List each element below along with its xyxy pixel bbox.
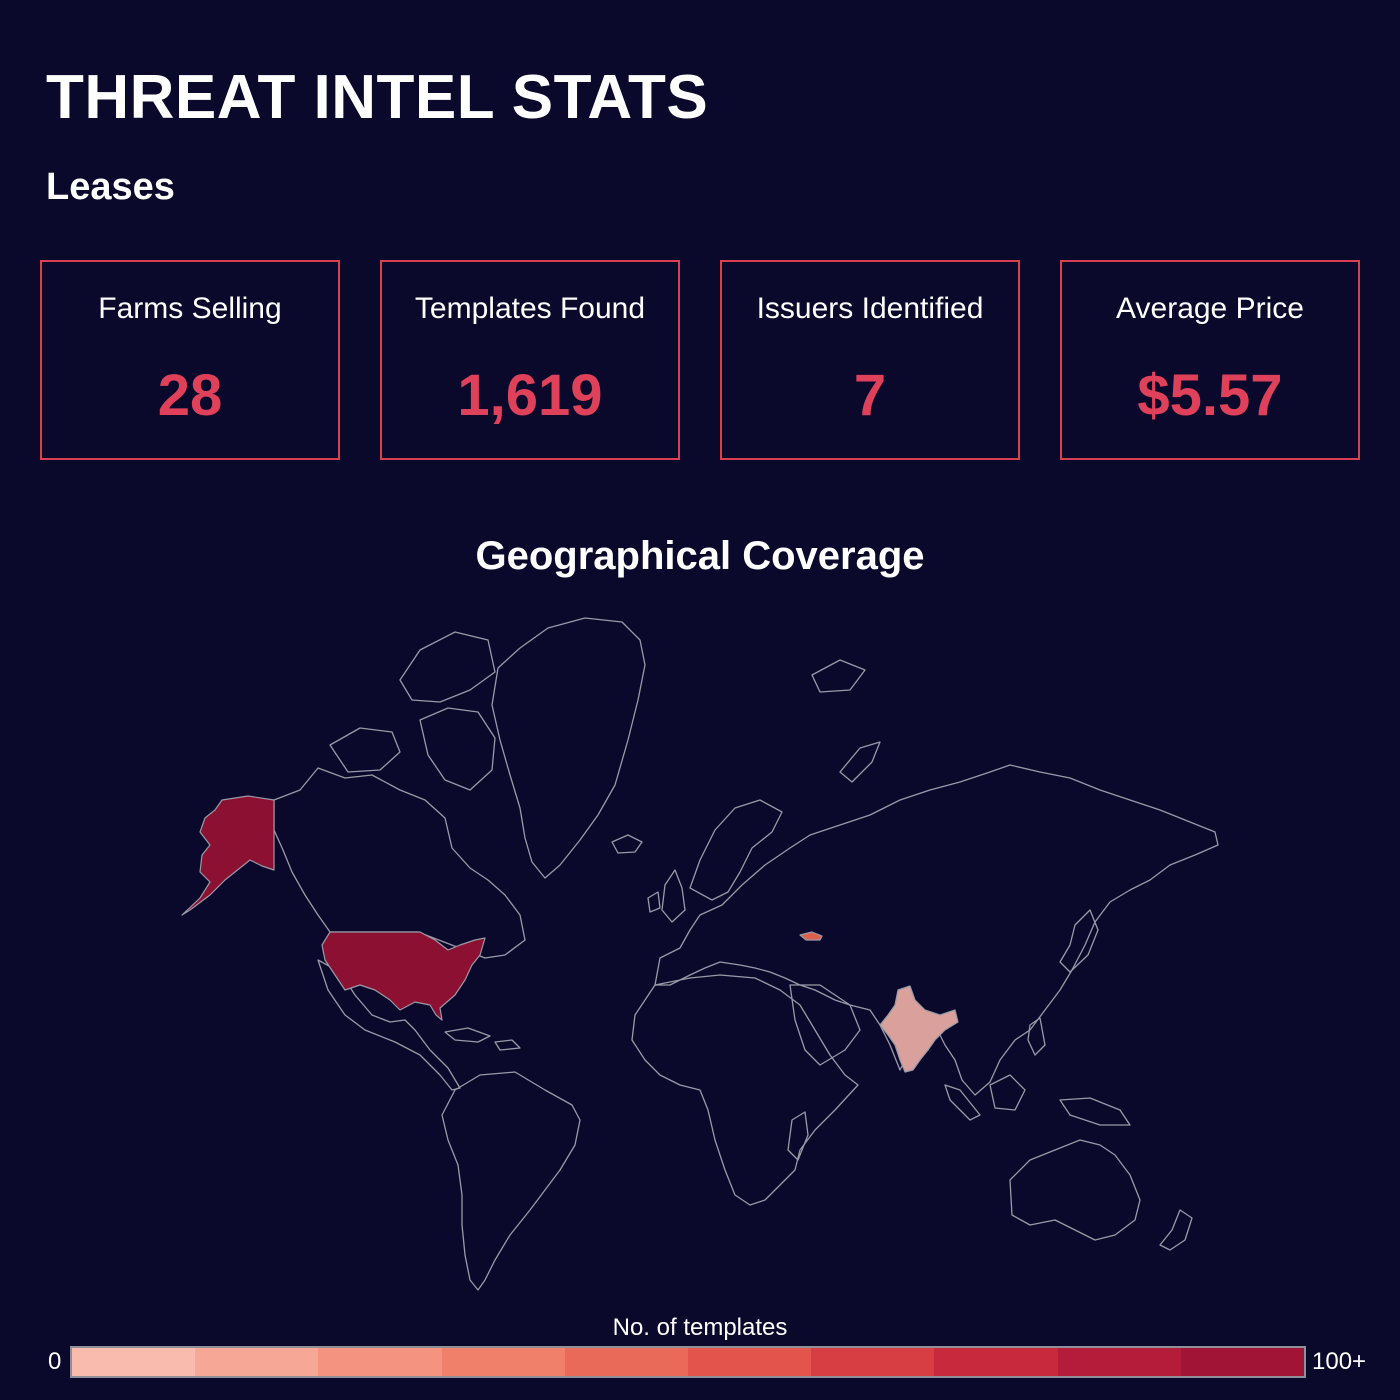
stat-label: Templates Found — [414, 292, 646, 325]
stat-card-average-price: Average Price $5.57 — [1060, 260, 1360, 460]
stat-card-issuers-identified: Issuers Identified 7 — [720, 260, 1020, 460]
hispaniola — [494, 1039, 521, 1051]
legend-step-1 — [195, 1348, 319, 1376]
legend-step-2 — [318, 1348, 442, 1376]
legend-step-9 — [1180, 1348, 1305, 1376]
madagascar — [787, 1111, 809, 1161]
legend-step-6 — [811, 1348, 935, 1376]
world-map[interactable] — [0, 600, 1400, 1300]
scandinavia — [689, 799, 783, 901]
stat-label: Farms Selling — [98, 292, 282, 325]
legend-step-8 — [1057, 1348, 1181, 1376]
legend-title: No. of templates — [612, 1314, 788, 1341]
legend-min-label: 0 — [48, 1348, 62, 1375]
legend-color-scale — [70, 1346, 1306, 1378]
stat-label: Issuers Identified — [756, 292, 984, 325]
stat-value: $5.57 — [1137, 363, 1283, 428]
baffin-island — [419, 707, 496, 791]
victoria-island — [329, 727, 401, 773]
australia — [1009, 1139, 1141, 1241]
stat-cards: Farms Selling 28 Templates Found 1,619 I… — [40, 260, 1360, 460]
novaya-zemlya — [839, 741, 881, 783]
legend-step-7 — [934, 1348, 1058, 1376]
arabia — [789, 984, 861, 1066]
greenland — [491, 617, 646, 879]
stat-value: 7 — [853, 363, 887, 428]
iceland — [611, 834, 643, 854]
africa — [631, 974, 859, 1206]
eurasia — [654, 764, 1219, 1096]
svalbard — [811, 659, 866, 693]
legend-step-0 — [72, 1348, 196, 1376]
ireland — [647, 891, 661, 913]
region-georgia[interactable] — [799, 931, 823, 941]
sumatra — [944, 1084, 981, 1121]
stat-value: 1,619 — [457, 363, 603, 428]
arctic-islands — [399, 631, 496, 703]
stat-card-farms-selling: Farms Selling 28 — [40, 260, 340, 460]
philippines — [1027, 1017, 1046, 1056]
great-britain — [661, 869, 686, 923]
cuba — [444, 1027, 491, 1043]
legend-step-4 — [564, 1348, 689, 1376]
japan — [1059, 909, 1099, 973]
section-title: Leases — [46, 166, 175, 208]
region-india[interactable] — [879, 985, 959, 1073]
stat-card-templates-found: Templates Found 1,619 — [380, 260, 680, 460]
north-america — [273, 767, 526, 959]
central-america — [317, 959, 461, 1091]
stat-label: Average Price — [1116, 292, 1304, 325]
new-zealand — [1159, 1209, 1193, 1251]
page-title: THREAT INTEL STATS — [46, 63, 709, 132]
legend-step-5 — [688, 1348, 812, 1376]
legend-step-3 — [441, 1348, 565, 1376]
map-title: Geographical Coverage — [475, 534, 925, 578]
stat-value: 28 — [157, 363, 223, 428]
new-guinea — [1059, 1097, 1131, 1126]
legend-max-label: 100+ — [1312, 1348, 1367, 1375]
region-alaska[interactable] — [181, 795, 275, 916]
region-usa[interactable] — [321, 931, 486, 1021]
south-america — [441, 1071, 581, 1291]
borneo — [989, 1074, 1026, 1111]
